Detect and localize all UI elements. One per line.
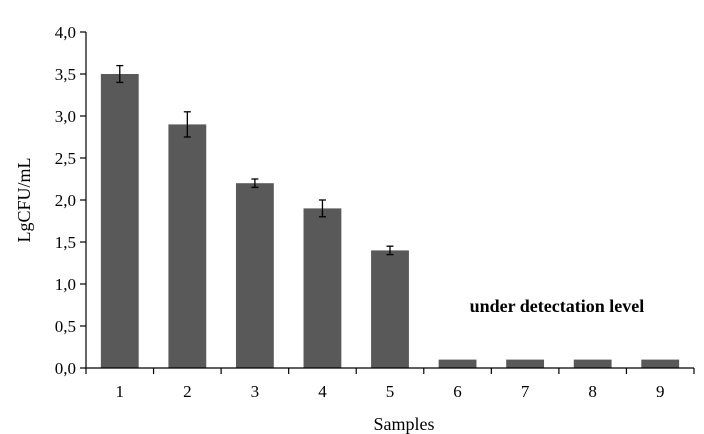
error-bar (183, 111, 191, 138)
y-tick-label: 1,5 (55, 233, 76, 252)
x-ticks: 1 2 3 4 5 6 7 8 9 (85, 368, 695, 401)
x-tick-label: 2 (183, 382, 192, 401)
x-tick-label: 4 (318, 382, 327, 401)
y-tick-label: 3,0 (55, 107, 76, 126)
y-tick-label: 2,0 (55, 191, 76, 210)
y-tick-label: 0,0 (55, 359, 76, 378)
error-bar (386, 245, 394, 256)
error-bar (251, 178, 259, 189)
y-tick-label: 0,5 (55, 317, 76, 336)
bar (438, 359, 477, 368)
y-tick-label: 1,0 (55, 275, 76, 294)
x-tick-label: 5 (386, 382, 395, 401)
bar (303, 208, 342, 368)
error-bars (116, 64, 394, 256)
x-tick-label: 9 (656, 382, 665, 401)
error-bar (116, 64, 124, 84)
x-axis-label: Samples (374, 414, 435, 434)
y-axis-label: LgCFU/mL (14, 157, 34, 242)
x-tick-label: 1 (116, 382, 125, 401)
y-tick-label: 4,0 (55, 23, 76, 42)
x-tick-label: 8 (588, 382, 597, 401)
x-tick-label: 7 (521, 382, 530, 401)
y-tick-label: 2,5 (55, 149, 76, 168)
bars (100, 74, 680, 369)
y-tick-label: 3,5 (55, 65, 76, 84)
x-tick-label: 6 (453, 382, 462, 401)
bar (573, 359, 612, 368)
bar (371, 250, 409, 368)
bar (100, 74, 139, 368)
bar (506, 359, 545, 368)
error-bar (318, 199, 326, 218)
bar (168, 124, 207, 369)
y-ticks: 0,0 0,5 1,0 1,5 2,0 2,5 3,0 3,5 4,0 (55, 23, 86, 378)
bar (641, 359, 680, 368)
detection-annotation: under detectation level (470, 296, 645, 316)
x-tick-label: 3 (251, 382, 260, 401)
bar (235, 183, 274, 368)
